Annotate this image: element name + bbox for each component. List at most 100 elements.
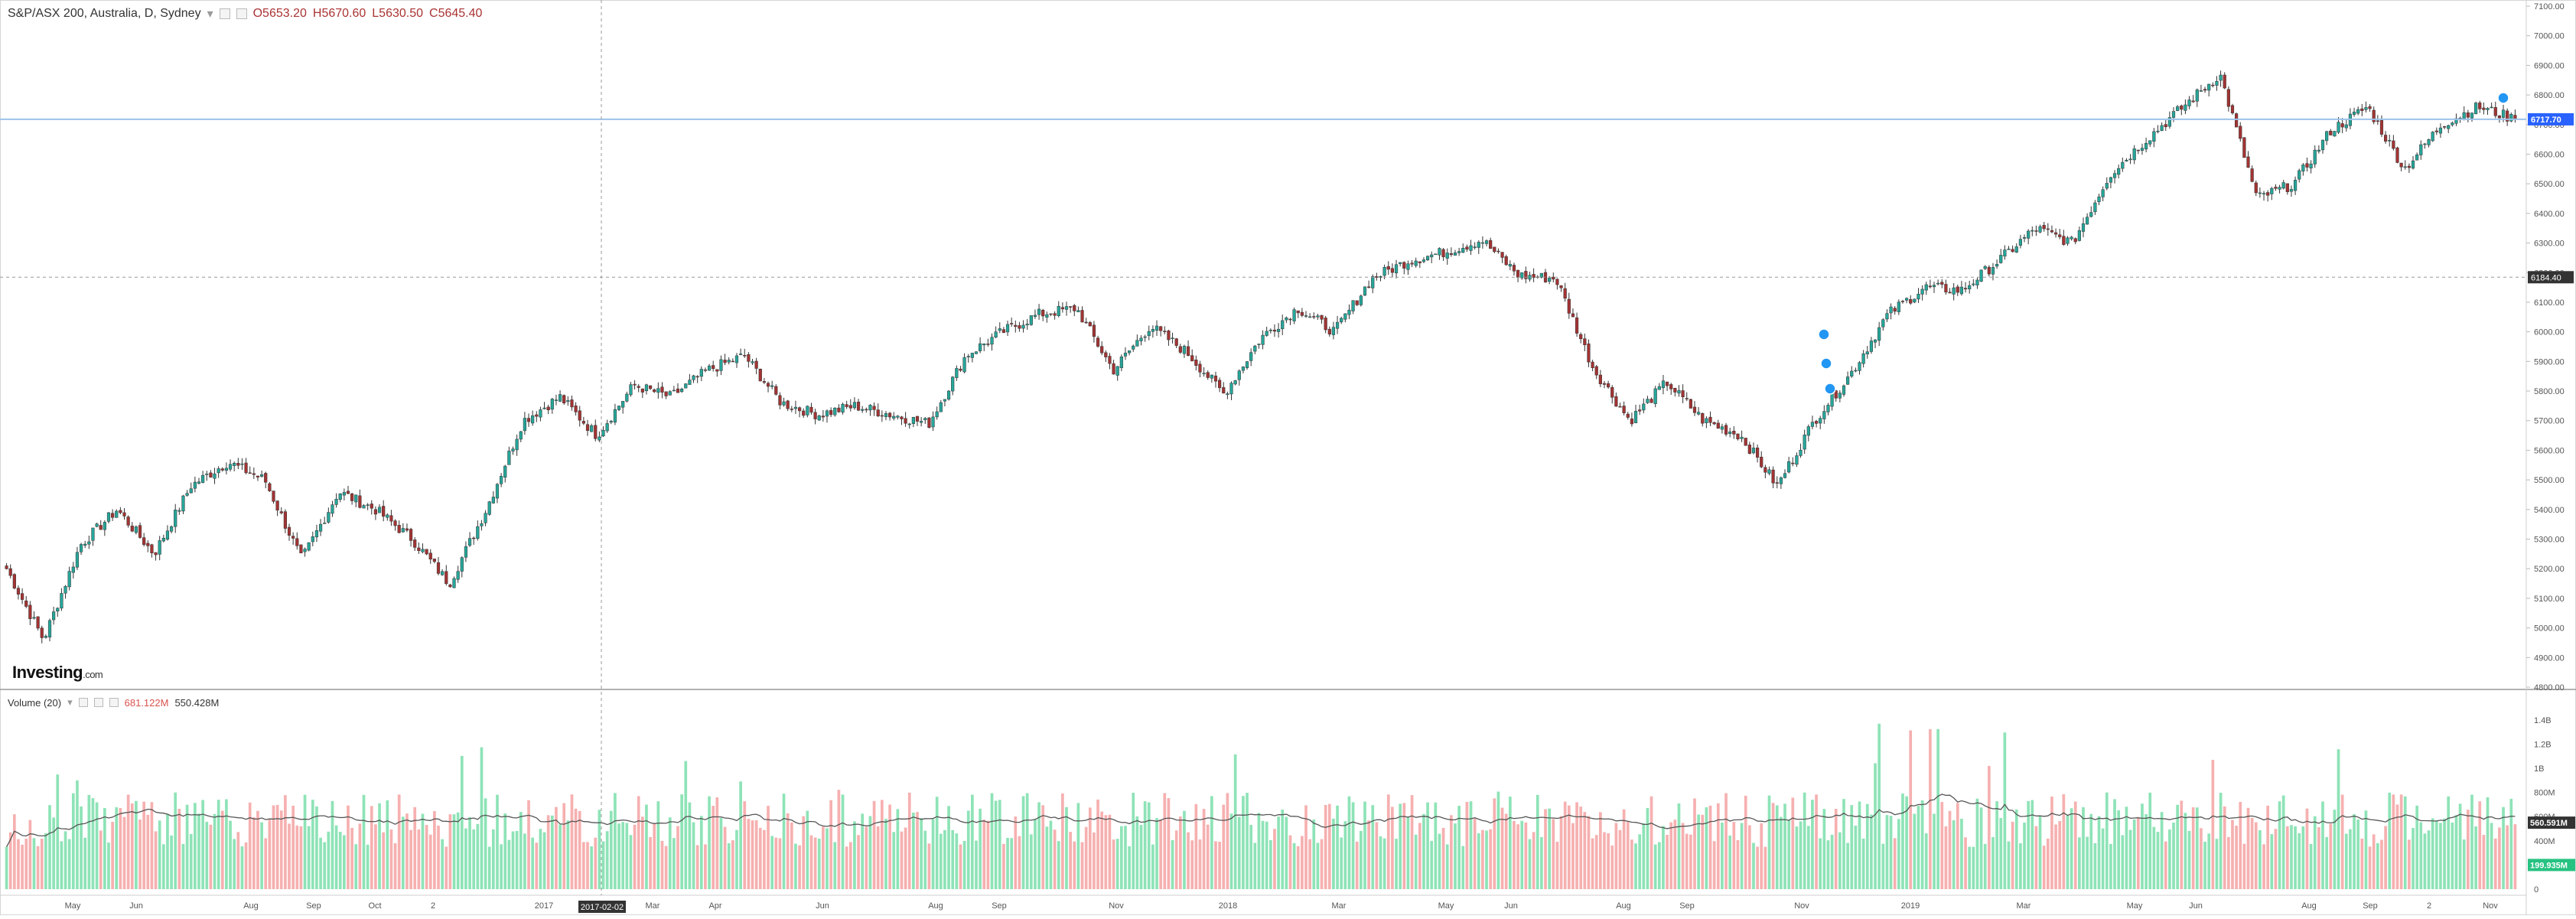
- candle-body: [1167, 331, 1171, 341]
- volume-bar: [2250, 817, 2254, 889]
- volume-bar: [1450, 815, 1453, 889]
- candle-body: [1594, 366, 1598, 376]
- candle-body: [1716, 422, 1720, 429]
- volume-bar: [2034, 826, 2038, 889]
- candle-body: [1390, 268, 1394, 273]
- candle-body: [1104, 352, 1108, 357]
- settings-icon[interactable]: ▾: [207, 8, 213, 21]
- candle-body: [2117, 168, 2121, 175]
- volume-bar: [161, 844, 165, 889]
- candle-body: [2447, 125, 2451, 129]
- volume-bar: [676, 826, 679, 889]
- candle-body: [28, 605, 32, 619]
- candle-body: [1724, 425, 1728, 435]
- time-label: 2019: [1901, 901, 1920, 911]
- price-tick-label: 6100.00: [2534, 298, 2565, 308]
- candle-body: [1944, 284, 1948, 293]
- volume-bar: [605, 831, 609, 889]
- candle-body: [727, 360, 731, 363]
- volume-bar: [362, 794, 366, 889]
- candle-body: [542, 407, 546, 409]
- candle-body: [809, 406, 813, 413]
- price-tick-label: 5700.00: [2534, 417, 2565, 426]
- volume-visibility-icon[interactable]: [78, 698, 88, 707]
- volume-bar: [1787, 820, 1791, 889]
- volume-bar: [2305, 808, 2309, 889]
- volume-bar: [201, 800, 204, 889]
- volume-bar: [111, 822, 114, 889]
- candle-body: [1987, 266, 1991, 275]
- volume-bar: [1367, 820, 1370, 889]
- volume-bar: [1229, 813, 1233, 889]
- volume-bar: [2235, 826, 2238, 889]
- volume-bar: [2176, 804, 2179, 889]
- event-marker-icon: [2497, 92, 2509, 104]
- candle-body: [852, 402, 857, 409]
- volume-menu-icon[interactable]: ▾: [67, 696, 73, 708]
- volume-bar: [1803, 792, 1806, 889]
- candle-body: [531, 415, 535, 424]
- candle-body: [511, 448, 515, 451]
- candle-body: [1806, 426, 1810, 436]
- candle-body: [220, 468, 224, 471]
- volume-bar: [2317, 827, 2320, 889]
- candle-body: [2352, 112, 2356, 115]
- visibility-icon[interactable]: [219, 8, 230, 19]
- candle-body: [2211, 84, 2215, 86]
- volume-bar: [1587, 816, 1591, 889]
- candle-body: [197, 481, 201, 484]
- symbol-label[interactable]: S&P/ASX 200, Australia, D, Sydney: [8, 7, 201, 20]
- volume-bar: [452, 814, 456, 889]
- candle-body: [2376, 120, 2379, 122]
- candle-body: [1296, 310, 1300, 314]
- volume-bar: [1481, 829, 1484, 889]
- volume-bar: [1607, 833, 1610, 889]
- candle-body: [594, 425, 598, 439]
- candle-body: [1135, 340, 1139, 347]
- volume-title[interactable]: Volume (20): [8, 696, 62, 709]
- candle-body: [695, 376, 699, 378]
- candle-body: [1327, 328, 1331, 334]
- candle-body: [224, 468, 229, 471]
- candle-body: [106, 512, 111, 522]
- volume-bar: [653, 823, 656, 889]
- volume-bar: [1830, 834, 1834, 889]
- volume-settings-icon[interactable]: [93, 698, 103, 707]
- candle-body: [998, 328, 1001, 331]
- candle-body: [1692, 406, 1697, 413]
- candles-group: [5, 70, 2517, 644]
- volume-bar: [1662, 826, 1665, 889]
- volume-bar: [1901, 794, 1904, 889]
- candle-body: [2215, 80, 2219, 86]
- candle-body: [1171, 337, 1174, 339]
- candle-body: [373, 509, 378, 515]
- candle-body: [2156, 130, 2160, 132]
- volume-bar: [743, 801, 747, 889]
- candle-body: [362, 505, 366, 509]
- volume-close-icon[interactable]: [109, 698, 119, 707]
- volume-bar: [1457, 806, 1461, 889]
- volume-bar: [1940, 802, 1944, 889]
- volume-bar: [1088, 807, 1092, 889]
- volume-bar: [966, 810, 970, 889]
- price-tick-label: 6400.00: [2534, 210, 2565, 219]
- volume-bar: [1913, 813, 1917, 889]
- candle-body: [1649, 399, 1653, 403]
- volume-bar: [2467, 810, 2470, 889]
- volume-bar: [1237, 816, 1241, 889]
- volume-bar: [633, 824, 637, 889]
- volume-bar: [1128, 846, 1131, 889]
- volume-bar: [833, 842, 837, 889]
- candle-body: [920, 421, 923, 423]
- volume-bar: [374, 824, 377, 889]
- time-label: Apr: [708, 901, 721, 911]
- volume-bar: [778, 838, 782, 889]
- volume-bar: [2278, 801, 2281, 889]
- candle-body: [1795, 455, 1799, 465]
- candle-body: [452, 578, 456, 588]
- volume-bar: [1320, 839, 1324, 889]
- settings-box-icon[interactable]: [236, 8, 247, 19]
- candle-body: [1210, 374, 1213, 379]
- volume-bar: [52, 817, 55, 889]
